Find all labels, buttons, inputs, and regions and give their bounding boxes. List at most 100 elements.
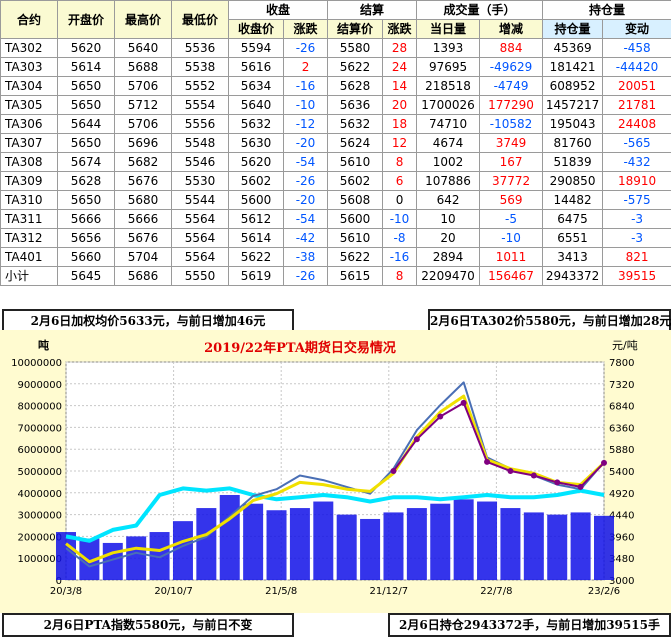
cell-high: 5640 <box>114 38 172 58</box>
cell-contract: TA305 <box>0 95 58 115</box>
table-row: TA309 5628 5676 5530 5602 -26 5602 6 107886 37772… <box>0 171 671 191</box>
volume-bar <box>126 536 147 580</box>
cell-settle: 5624 <box>327 133 384 153</box>
cell-close-chg: -12 <box>282 114 329 134</box>
y-left-tick-label: 2000000 <box>17 532 62 543</box>
cell-settle: 5632 <box>327 114 384 134</box>
cell-volume: 642 <box>416 190 481 210</box>
cell-contract: TA304 <box>0 76 58 96</box>
cell-oi-chg: -3 <box>602 209 671 229</box>
cell-close-chg: -26 <box>282 38 329 58</box>
cell-close-chg: -10 <box>282 95 329 115</box>
cell-oi-chg: -3 <box>602 228 671 248</box>
cell-volume: 10 <box>416 209 481 229</box>
cell-low: 5546 <box>171 152 229 172</box>
cell-settle-chg: 12 <box>382 133 418 153</box>
volume-bar <box>453 499 474 580</box>
cell-settle-chg: -10 <box>382 209 418 229</box>
cell-open: 5644 <box>57 114 115 134</box>
volume-bar <box>523 512 544 580</box>
series-point-4 <box>601 459 607 466</box>
cell-settle-chg: 18 <box>382 114 418 134</box>
cell-volume: 2894 <box>416 247 481 267</box>
cell-oi-chg: 39515 <box>602 266 671 286</box>
cell-settle: 5580 <box>327 38 384 58</box>
cell-volume: 74710 <box>416 114 481 134</box>
col-header-close: 收盘价 <box>228 19 284 39</box>
cell-open: 5660 <box>57 247 115 267</box>
table-row: TA308 5674 5682 5546 5620 -54 5610 8 1002 167 5183… <box>0 152 671 172</box>
y-left-tick-label: 3000000 <box>17 511 62 522</box>
cell-high: 5712 <box>114 95 172 115</box>
volume-bar <box>289 508 310 580</box>
cell-close-chg: 2 <box>282 57 329 77</box>
cell-oi: 290850 <box>542 171 604 191</box>
cell-volume: 20 <box>416 228 481 248</box>
cell-volume: 107886 <box>416 171 481 191</box>
volume-bar <box>383 512 404 580</box>
y-right-tick-label: 5400 <box>609 467 634 478</box>
cell-high: 5704 <box>114 247 172 267</box>
group-header-oi: 持仓量 <box>542 0 671 20</box>
cell-settle-chg: 28 <box>382 38 418 58</box>
caption-weighted-avg: 2月6日加权均价5633元，与前日增加46元 <box>2 309 294 333</box>
col-header-volume: 当日量 <box>416 19 481 39</box>
cell-close: 5602 <box>228 171 284 191</box>
cell-oi-chg: -575 <box>602 190 671 210</box>
x-tick-label: 23/2/6 <box>588 586 620 597</box>
x-tick-label: 22/7/8 <box>480 586 512 597</box>
cell-close: 5634 <box>228 76 284 96</box>
cell-open: 5656 <box>57 228 115 248</box>
cell-volume-chg: 177290 <box>479 95 544 115</box>
cell-settle: 5602 <box>327 171 384 191</box>
cell-settle-chg: 8 <box>382 152 418 172</box>
cell-contract: TA302 <box>0 38 58 58</box>
cell-close: 5594 <box>228 38 284 58</box>
table-row: TA306 5644 5706 5556 5632 -12 5632 18 74710 -1058… <box>0 114 671 134</box>
cell-volume-chg: 156467 <box>479 266 544 286</box>
y-left-tick-label: 7000000 <box>17 423 62 434</box>
cell-close-chg: -42 <box>282 228 329 248</box>
table-row: TA401 5660 5704 5564 5622 -38 5622 -16 2894 1011 3… <box>0 247 671 267</box>
cell-high: 5676 <box>114 228 172 248</box>
cell-oi-chg: 821 <box>602 247 671 267</box>
cell-low: 5544 <box>171 190 229 210</box>
cell-close: 5600 <box>228 190 284 210</box>
cell-settle-chg: 0 <box>382 190 418 210</box>
col-header-high: 最高价 <box>114 0 172 39</box>
cell-close: 5622 <box>228 247 284 267</box>
quote-table: 合约 开盘价 最高价 最低价 收盘 结算 成交量（手） 持仓量 收盘价 涨跌 结… <box>0 0 671 286</box>
cell-oi: 45369 <box>542 38 604 58</box>
cell-volume-chg: 1011 <box>479 247 544 267</box>
volume-bar <box>500 508 521 580</box>
cell-close-chg: -38 <box>282 247 329 267</box>
volume-bar <box>570 512 591 580</box>
cell-low: 5554 <box>171 95 229 115</box>
cell-high: 5676 <box>114 171 172 191</box>
cell-oi: 181421 <box>542 57 604 77</box>
cell-settle: 5622 <box>327 57 384 77</box>
volume-bar <box>430 503 451 580</box>
table-row: TA303 5614 5688 5538 5616 2 5622 24 97695 -49629 1… <box>0 57 671 77</box>
cell-contract: TA307 <box>0 133 58 153</box>
cell-oi-chg: 18910 <box>602 171 671 191</box>
cell-contract: TA303 <box>0 57 58 77</box>
volume-bar <box>266 510 287 580</box>
cell-open: 5650 <box>57 190 115 210</box>
y-right-tick-label: 3960 <box>609 532 634 543</box>
cell-close-chg: -16 <box>282 76 329 96</box>
series-point-4 <box>530 472 537 479</box>
y-left-tick-label: 9000000 <box>17 380 62 391</box>
y-right-tick-label: 4920 <box>609 489 634 500</box>
cell-high: 5680 <box>114 190 172 210</box>
cell-open: 5614 <box>57 57 115 77</box>
table-row: TA312 5656 5676 5564 5614 -42 5610 -8 20 -10 6551-… <box>0 228 671 248</box>
volume-bar <box>243 503 264 580</box>
cell-low: 5556 <box>171 114 229 134</box>
cell-oi: 2943372 <box>542 266 604 286</box>
col-header-close-chg: 涨跌 <box>282 19 329 39</box>
y-right-tick-label: 3480 <box>609 554 634 565</box>
volume-bar <box>149 532 170 580</box>
cell-open: 5650 <box>57 95 115 115</box>
cell-open: 5628 <box>57 171 115 191</box>
